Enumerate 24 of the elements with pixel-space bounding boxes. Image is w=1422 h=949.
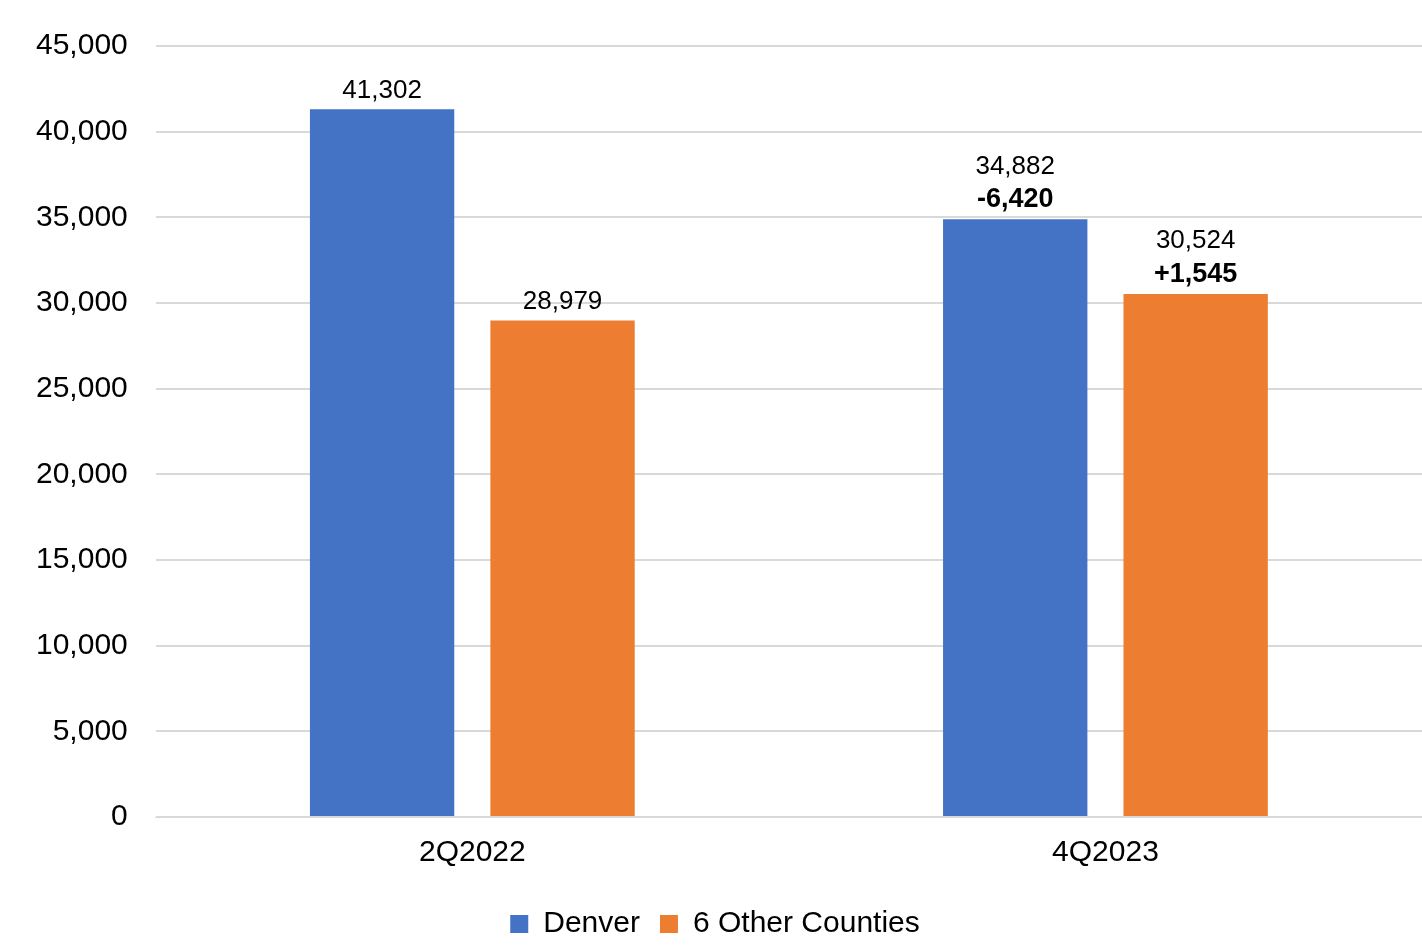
bar: [309, 109, 455, 816]
y-tick-label: 20,000: [35, 455, 128, 489]
annotation: -6,420: [976, 183, 1054, 214]
annotation: +1,545: [1153, 257, 1238, 288]
y-tick-label: 5,000: [52, 712, 128, 746]
data-label: 34,882: [975, 149, 1055, 180]
y-tick-label: 40,000: [35, 112, 128, 146]
data-label: 41,302: [342, 73, 422, 104]
y-tick-label: 25,000: [35, 369, 128, 403]
data-label: 30,524: [1155, 224, 1236, 255]
y-tick-label: 35,000: [35, 198, 128, 232]
y-tick-label: 15,000: [35, 541, 128, 575]
y-tick-label: 45,000: [35, 27, 128, 61]
y-tick-label: 30,000: [35, 284, 128, 318]
y-tick-label: 0: [111, 798, 128, 832]
legend-label: 6 Other Counties: [692, 905, 920, 939]
bar: [943, 219, 1088, 816]
data-label: 28,979: [522, 284, 603, 315]
x-tick-label: 2Q2022: [418, 834, 526, 868]
bar: [490, 320, 635, 816]
x-tick-label: 4Q2023: [1052, 834, 1159, 868]
legend-label: Denver: [543, 905, 640, 939]
y-tick-label: 10,000: [35, 626, 128, 660]
bar: [1123, 294, 1268, 816]
